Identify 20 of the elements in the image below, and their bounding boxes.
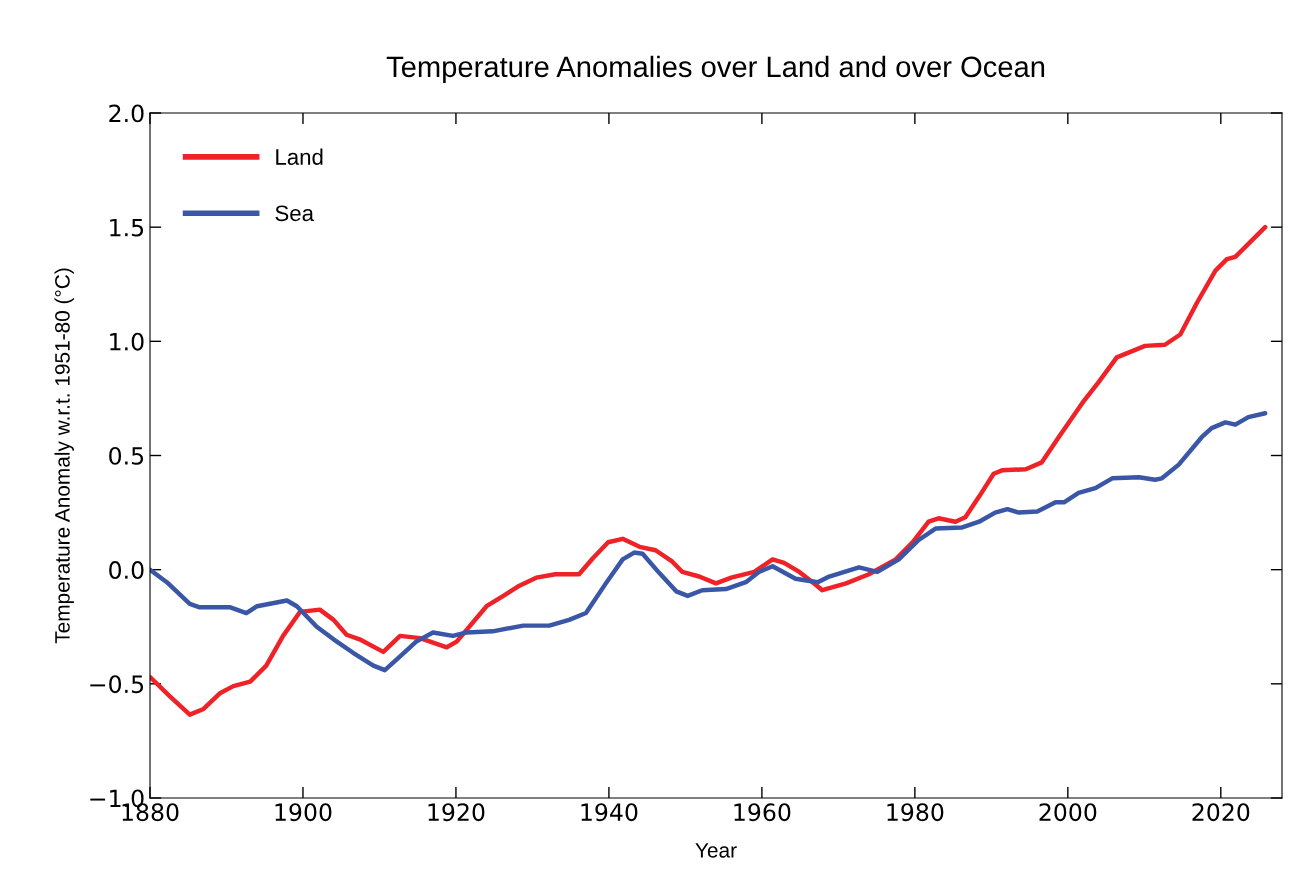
x-tick-label: 1900 [275, 803, 332, 822]
x-tick-label: 1920 [428, 803, 485, 822]
x-tick-label: 1960 [734, 803, 791, 822]
x-tick-label: 2000 [1039, 803, 1097, 822]
x-tick-label: 1940 [581, 803, 638, 822]
line-series [150, 411, 1268, 673]
legend-label: Sea [275, 205, 314, 222]
y-tick-label: 0.5 [109, 446, 144, 465]
chart-title: Temperature Anomalies over Land and over Ocean [386, 55, 1045, 83]
y-tick-label: 1.5 [110, 218, 144, 237]
x-tick-label: 2020 [1192, 803, 1250, 822]
y-tick-label: −0.5 [90, 675, 144, 694]
legend-label: Land [276, 148, 323, 165]
x-axis-title: Year [695, 843, 737, 858]
x-tick-label: 1980 [887, 803, 944, 822]
y-tick-label: 0.0 [109, 561, 144, 579]
y-tick-label: 1.0 [110, 332, 144, 351]
y-axis-title: Temperature Anomaly w.r.t. 1951-80 (°C) [54, 268, 74, 644]
y-tick-label: 2.0 [109, 104, 144, 123]
line-series [150, 224, 1268, 717]
